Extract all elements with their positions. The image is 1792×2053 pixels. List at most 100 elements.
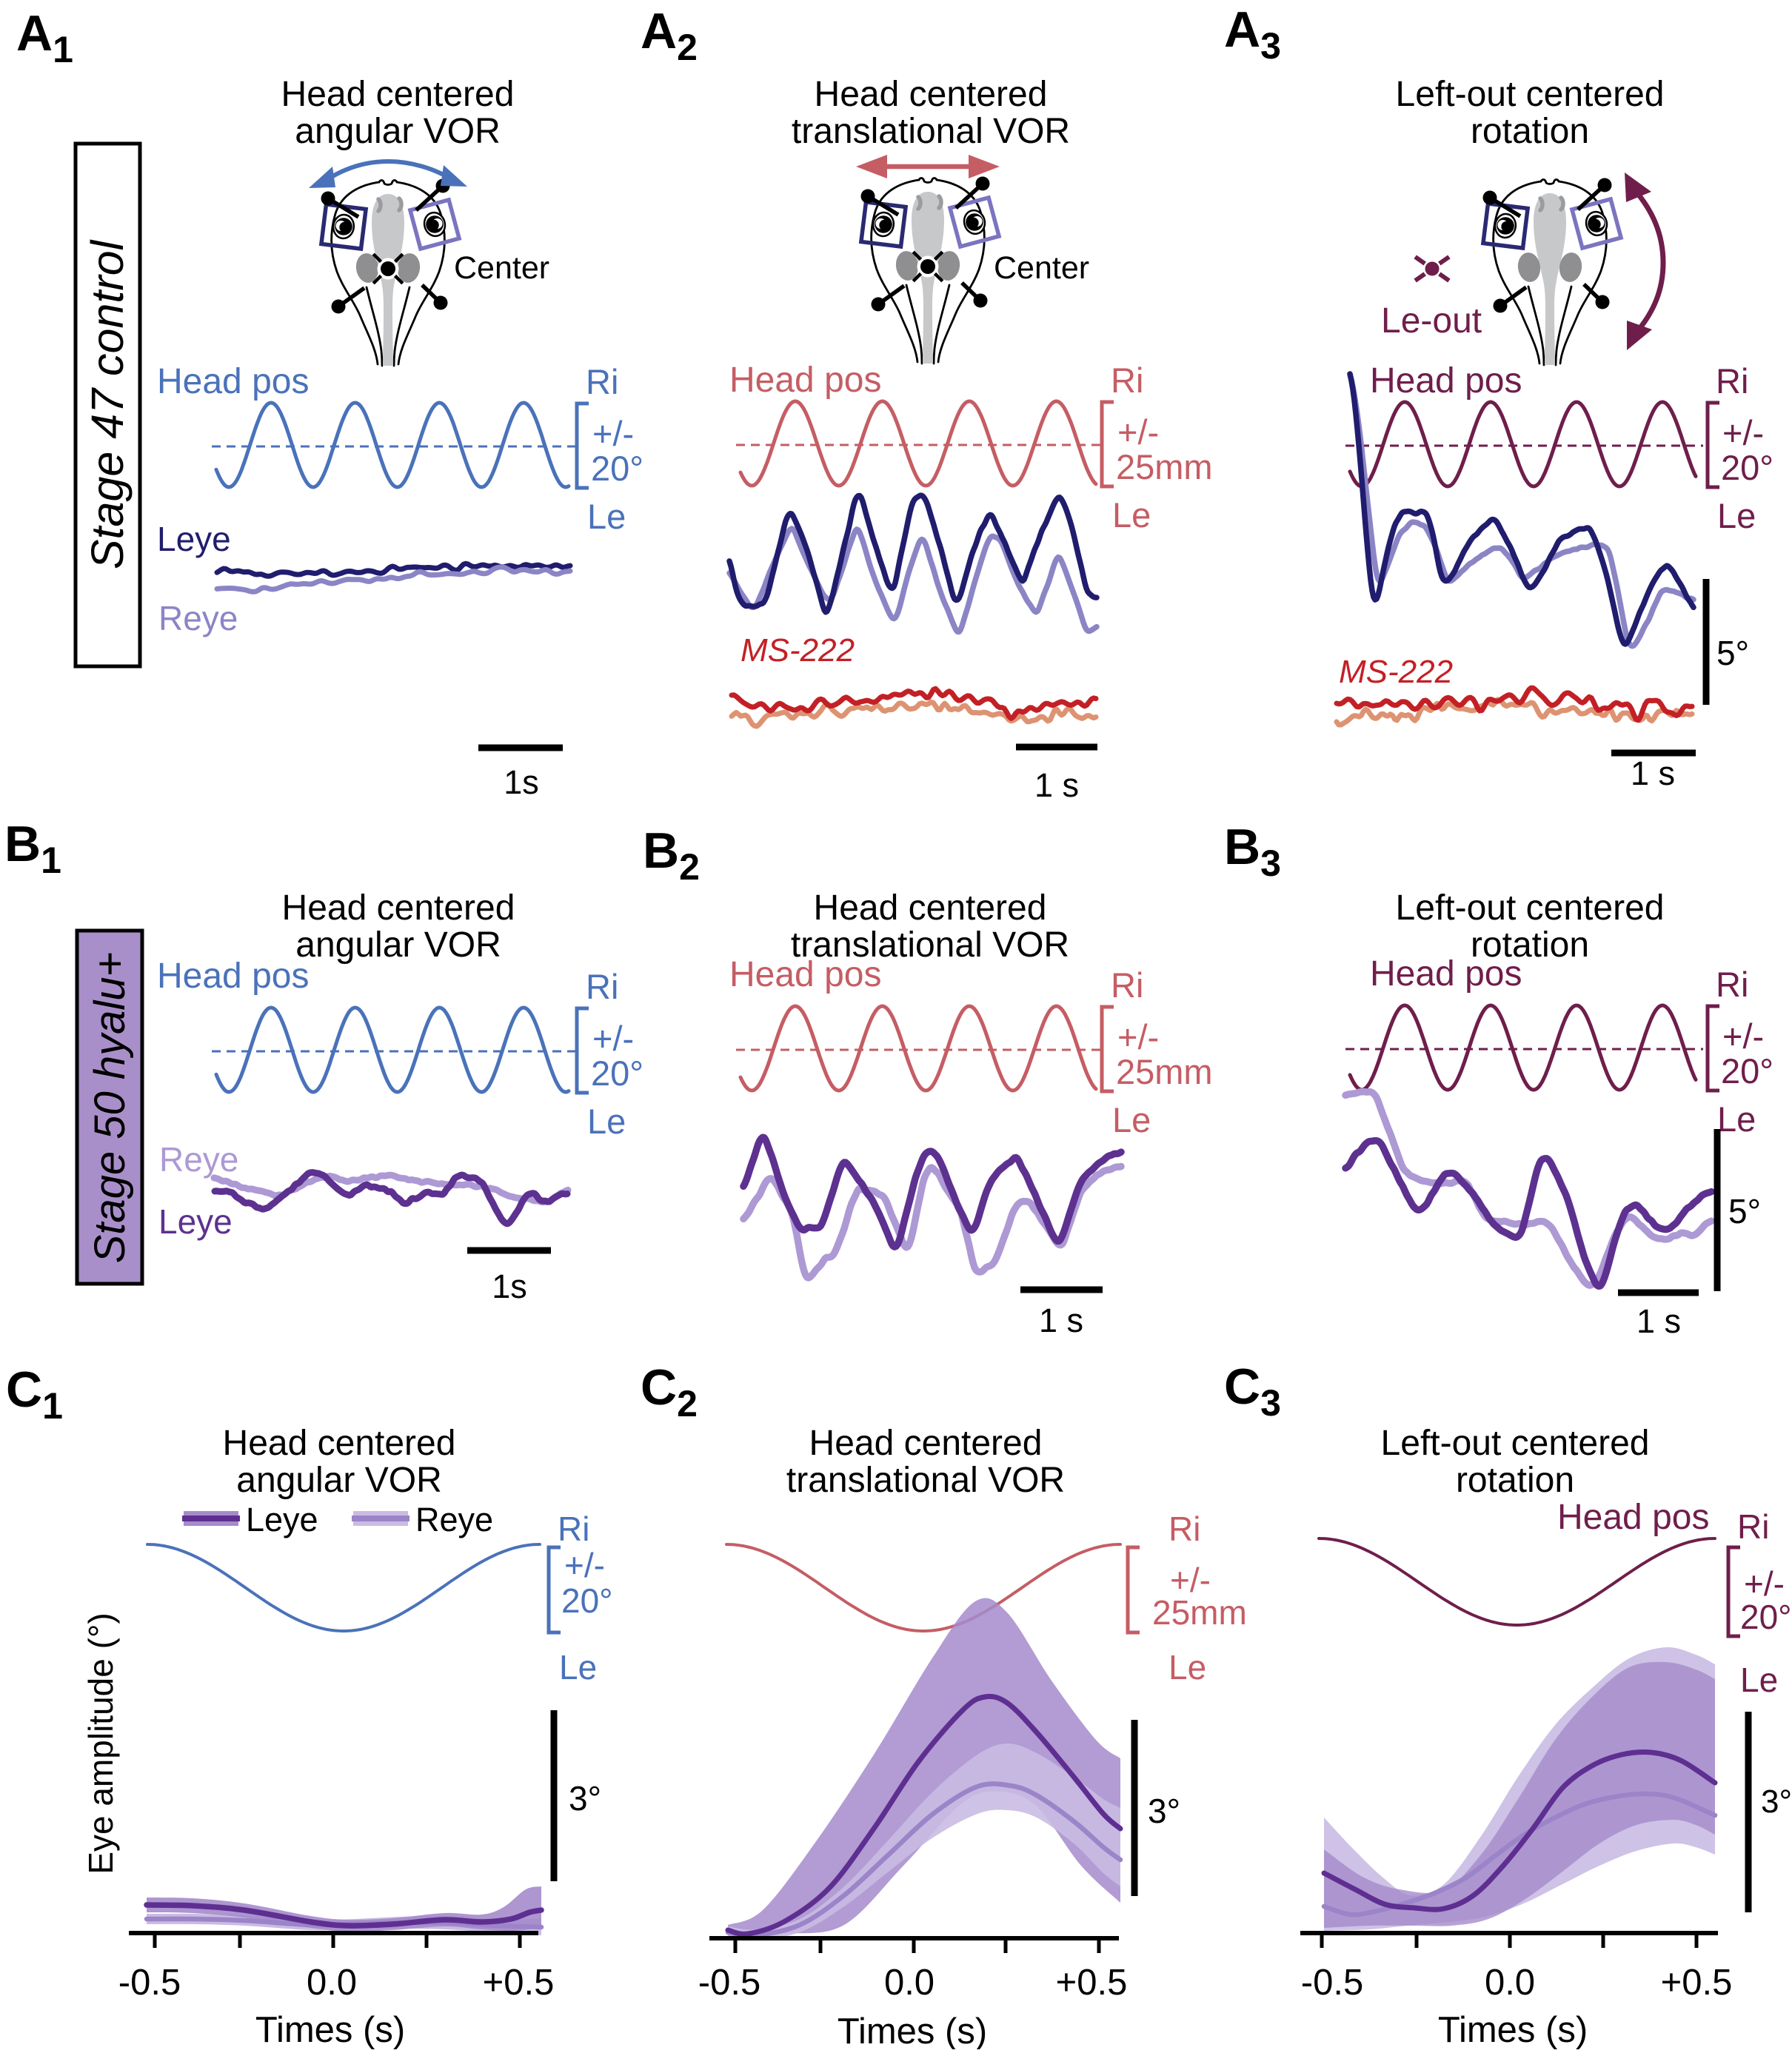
svg-text:Ri: Ri — [1716, 965, 1748, 1004]
svg-text:20°: 20° — [1721, 448, 1773, 487]
svg-text:Head centered: Head centered — [282, 888, 515, 928]
svg-text:MS-222: MS-222 — [1339, 654, 1453, 690]
svg-text:+/-: +/- — [1117, 412, 1159, 452]
svg-text:rotation: rotation — [1456, 1461, 1574, 1500]
svg-text:Leye: Leye — [157, 520, 231, 558]
svg-text:Reye: Reye — [415, 1501, 493, 1538]
svg-text:25mm: 25mm — [1152, 1593, 1247, 1632]
svg-text:25mm: 25mm — [1116, 447, 1213, 486]
svg-text:Head pos: Head pos — [1370, 361, 1522, 401]
svg-text:Ri: Ri — [586, 362, 618, 401]
svg-text:Head pos: Head pos — [729, 955, 881, 994]
svg-text:translational VOR: translational VOR — [792, 112, 1070, 151]
svg-text:20°: 20° — [1740, 1598, 1792, 1636]
svg-text:Times (s): Times (s) — [838, 2012, 987, 2049]
svg-text:angular VOR: angular VOR — [295, 925, 501, 965]
svg-text:Le: Le — [559, 1648, 597, 1687]
svg-text:Le: Le — [1717, 496, 1756, 535]
svg-text:Times (s): Times (s) — [255, 2010, 405, 2049]
svg-text:-0.5: -0.5 — [118, 1963, 181, 2003]
svg-text:0.0: 0.0 — [307, 1963, 357, 2003]
svg-text:angular VOR: angular VOR — [295, 112, 500, 151]
svg-text:0.0: 0.0 — [1485, 1963, 1535, 2003]
svg-text:Head pos: Head pos — [157, 957, 309, 996]
svg-text:+/-: +/- — [592, 414, 634, 453]
svg-text:+0.5: +0.5 — [1661, 1963, 1733, 2003]
svg-text:3°: 3° — [569, 1779, 601, 1818]
svg-text:Stage 47 control: Stage 47 control — [82, 239, 133, 569]
svg-text:Ri: Ri — [558, 1510, 589, 1548]
svg-text:Center: Center — [994, 250, 1089, 286]
svg-text:1 s: 1 s — [1039, 1302, 1083, 1339]
svg-text:Ri: Ri — [1737, 1507, 1769, 1546]
svg-text:Le: Le — [587, 497, 626, 536]
svg-text:Left-out centered: Left-out centered — [1396, 75, 1665, 114]
svg-text:Le: Le — [587, 1102, 626, 1141]
svg-text:20°: 20° — [1721, 1051, 1773, 1091]
svg-text:+/-: +/- — [592, 1019, 634, 1058]
svg-text:Times (s): Times (s) — [1438, 2010, 1588, 2049]
svg-text:Le-out: Le-out — [1381, 301, 1482, 341]
svg-text:translational VOR: translational VOR — [786, 1461, 1065, 1500]
svg-text:Ri: Ri — [1111, 965, 1143, 1005]
svg-text:MS-222: MS-222 — [740, 632, 855, 669]
svg-text:Eye amplitude (°): Eye amplitude (°) — [81, 1612, 120, 1874]
svg-text:Left-out centered: Left-out centered — [1396, 888, 1665, 928]
svg-text:Leye: Leye — [246, 1501, 318, 1538]
svg-text:3°: 3° — [1148, 1792, 1180, 1830]
svg-text:Leye: Leye — [158, 1202, 233, 1241]
svg-text:Head centered: Head centered — [815, 75, 1048, 114]
svg-text:angular VOR: angular VOR — [236, 1461, 441, 1500]
svg-text:Center: Center — [454, 250, 549, 286]
svg-text:Reye: Reye — [158, 599, 238, 637]
svg-text:Le: Le — [1112, 495, 1151, 535]
svg-text:Le: Le — [1717, 1099, 1756, 1139]
svg-text:20°: 20° — [591, 1054, 643, 1093]
svg-text:1s: 1s — [504, 763, 539, 801]
svg-text:3°: 3° — [1761, 1784, 1792, 1820]
svg-text:5°: 5° — [1728, 1192, 1761, 1230]
svg-text:Ri: Ri — [1111, 361, 1143, 400]
svg-text:Head centered: Head centered — [223, 1424, 456, 1463]
svg-text:1 s: 1 s — [1631, 754, 1675, 792]
svg-text:0.0: 0.0 — [884, 1963, 935, 2003]
svg-text:Ri: Ri — [586, 967, 618, 1006]
svg-text:Ri: Ri — [1716, 361, 1748, 401]
svg-text:Stage 50 hyalu+: Stage 50 hyalu+ — [86, 952, 134, 1264]
svg-text:Le: Le — [1112, 1100, 1151, 1139]
svg-text:rotation: rotation — [1471, 112, 1589, 151]
svg-text:+/-: +/- — [564, 1546, 605, 1584]
svg-text:Left-out centered: Left-out centered — [1381, 1424, 1650, 1463]
svg-text:+0.5: +0.5 — [1056, 1963, 1128, 2003]
svg-text:Le: Le — [1740, 1661, 1778, 1699]
svg-text:Ri: Ri — [1169, 1510, 1200, 1548]
svg-text:25mm: 25mm — [1116, 1052, 1213, 1091]
svg-text:Head pos: Head pos — [729, 361, 881, 400]
svg-text:Reye: Reye — [159, 1140, 238, 1179]
svg-text:C2: C2 — [641, 1359, 698, 1424]
svg-text:5°: 5° — [1716, 634, 1749, 672]
svg-text:+0.5: +0.5 — [483, 1963, 555, 2003]
svg-text:20°: 20° — [591, 449, 643, 488]
svg-text:+/-: +/- — [1170, 1561, 1211, 1599]
svg-text:-0.5: -0.5 — [698, 1963, 760, 2003]
svg-text:Head centered: Head centered — [281, 75, 515, 114]
svg-text:rotation: rotation — [1471, 925, 1589, 965]
svg-text:A3: A3 — [1224, 1, 1281, 67]
svg-text:1 s: 1 s — [1034, 766, 1079, 804]
svg-text:1s: 1s — [492, 1267, 527, 1305]
svg-text:Le: Le — [1169, 1648, 1206, 1687]
svg-text:C3: C3 — [1224, 1359, 1281, 1424]
svg-text:+/-: +/- — [1744, 1564, 1785, 1603]
svg-text:Head pos: Head pos — [1557, 1498, 1709, 1537]
svg-text:+/-: +/- — [1722, 413, 1764, 452]
svg-text:B3: B3 — [1224, 819, 1281, 884]
svg-text:-0.5: -0.5 — [1301, 1963, 1363, 2003]
svg-text:Head pos: Head pos — [157, 362, 309, 401]
svg-text:Head centered: Head centered — [814, 888, 1047, 928]
svg-text:Head centered: Head centered — [809, 1424, 1043, 1463]
svg-text:+/-: +/- — [1722, 1017, 1764, 1056]
svg-text:translational VOR: translational VOR — [791, 925, 1069, 965]
svg-text:1 s: 1 s — [1636, 1302, 1681, 1340]
svg-text:Head pos: Head pos — [1370, 954, 1522, 994]
